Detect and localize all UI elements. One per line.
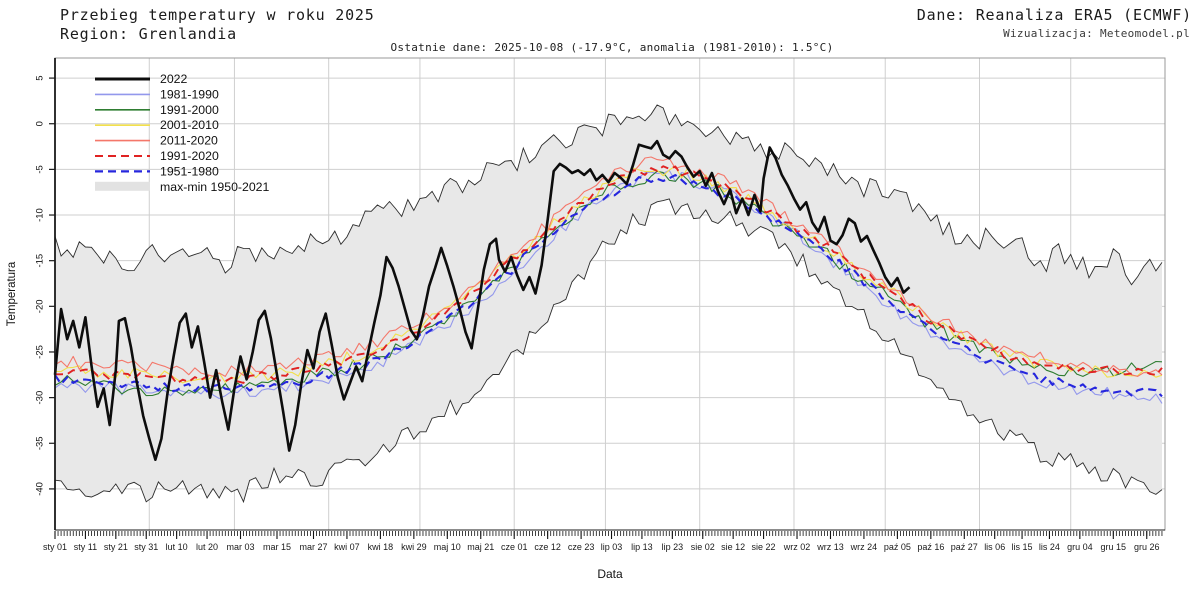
svg-text:wrz 02: wrz 02 (783, 542, 811, 552)
svg-text:lip 23: lip 23 (662, 542, 684, 552)
svg-text:kwi 07: kwi 07 (334, 542, 360, 552)
svg-text:mar 15: mar 15 (263, 542, 291, 552)
visualization-credit: Wizualizacja: Meteomodel.pl (1003, 27, 1190, 40)
svg-text:sie 02: sie 02 (691, 542, 715, 552)
svg-text:lis 06: lis 06 (984, 542, 1005, 552)
svg-text:1981-1990: 1981-1990 (160, 87, 219, 101)
svg-text:2001-2010: 2001-2010 (160, 118, 219, 132)
y-axis-ticks: 5 0 -5 -10 -15 -20 -25 -30 -35 -40 (35, 75, 55, 496)
svg-text:-10: -10 (35, 208, 46, 222)
svg-text:wrz 13: wrz 13 (816, 542, 844, 552)
max-min-band (54, 104, 1163, 504)
svg-text:gru 04: gru 04 (1067, 542, 1093, 552)
series-line-1991-2020 (55, 165, 1163, 385)
svg-text:gru 26: gru 26 (1134, 542, 1160, 552)
svg-text:1991-2000: 1991-2000 (160, 103, 219, 117)
svg-text:-5: -5 (35, 165, 46, 173)
legend-item-2001-2010: 2001-2010 (95, 118, 219, 132)
svg-text:mar 03: mar 03 (226, 542, 254, 552)
svg-text:lut 20: lut 20 (196, 542, 218, 552)
svg-text:lip 13: lip 13 (631, 542, 653, 552)
series-line-2022 (53, 139, 911, 461)
svg-text:lip 03: lip 03 (601, 542, 623, 552)
region-subtitle: Region: Grenlandia (60, 25, 237, 43)
svg-text:maj 21: maj 21 (467, 542, 494, 552)
svg-text:sty 31: sty 31 (134, 542, 158, 552)
x-axis-ticks (54, 531, 1163, 536)
svg-text:-40: -40 (35, 482, 46, 496)
legend-item-1991-2020: 1991-2020 (95, 149, 219, 163)
svg-text:1991-2020: 1991-2020 (160, 149, 219, 163)
svg-text:kwi 29: kwi 29 (401, 542, 427, 552)
svg-text:-35: -35 (35, 436, 46, 450)
legend-item-1951-1980: 1951-1980 (95, 164, 219, 178)
svg-text:lis 15: lis 15 (1012, 542, 1033, 552)
svg-text:sty 21: sty 21 (104, 542, 128, 552)
svg-text:2022: 2022 (160, 72, 188, 86)
svg-text:gru 15: gru 15 (1101, 542, 1127, 552)
svg-text:-25: -25 (35, 345, 46, 359)
svg-text:cze 12: cze 12 (534, 542, 561, 552)
svg-text:2011-2020: 2011-2020 (160, 134, 218, 148)
x-axis-labels: sty 01 sty 11 sty 21 sty 31 lut 10 lut 20 mar … (43, 531, 1160, 552)
last-data-status: Ostatnie dane: 2025-10-08 (-17.9°C, anom… (390, 41, 834, 54)
series-line-1951-1980 (54, 174, 1163, 398)
svg-text:paź 27: paź 27 (951, 542, 978, 552)
svg-text:cze 23: cze 23 (568, 542, 595, 552)
svg-text:-15: -15 (35, 254, 46, 268)
svg-text:lis 24: lis 24 (1039, 542, 1060, 552)
svg-text:mar 27: mar 27 (299, 542, 327, 552)
legend-item-2022: 2022 (95, 72, 188, 86)
svg-text:sty 01: sty 01 (43, 542, 67, 552)
svg-text:kwi 18: kwi 18 (368, 542, 394, 552)
svg-text:lut 10: lut 10 (166, 542, 188, 552)
svg-text:paź 05: paź 05 (884, 542, 911, 552)
svg-text:-20: -20 (35, 299, 46, 313)
svg-text:-30: -30 (35, 391, 46, 405)
legend-item-1981-1990: 1981-1990 (95, 87, 219, 101)
svg-text:maj 10: maj 10 (434, 542, 461, 552)
svg-text:5: 5 (35, 75, 46, 80)
svg-text:sie 22: sie 22 (752, 542, 776, 552)
series-line-2011-2020 (54, 156, 1163, 377)
legend-item-max-min-band: max-min 1950-2021 (95, 180, 270, 194)
axes-frame (54, 57, 1166, 531)
svg-text:sty 11: sty 11 (74, 542, 97, 552)
data-source-label: Dane: Reanaliza ERA5 (ECMWF) (916, 6, 1192, 24)
svg-text:wrz 24: wrz 24 (850, 542, 878, 552)
x-axis-title: Data (597, 567, 623, 581)
svg-text:1951-1980: 1951-1980 (160, 164, 219, 178)
svg-text:0: 0 (35, 121, 46, 126)
svg-text:max-min 1950-2021: max-min 1950-2021 (160, 180, 270, 194)
svg-text:cze 01: cze 01 (501, 542, 528, 552)
legend-item-2011-2020: 2011-2020 (95, 134, 218, 148)
series-line-1981-1990 (54, 169, 1163, 404)
svg-text:paź 16: paź 16 (917, 542, 944, 552)
svg-text:sie 12: sie 12 (721, 542, 745, 552)
legend-item-1991-2000: 1991-2000 (95, 103, 219, 117)
page-title: Przebieg temperatury w roku 2025 (60, 6, 375, 24)
